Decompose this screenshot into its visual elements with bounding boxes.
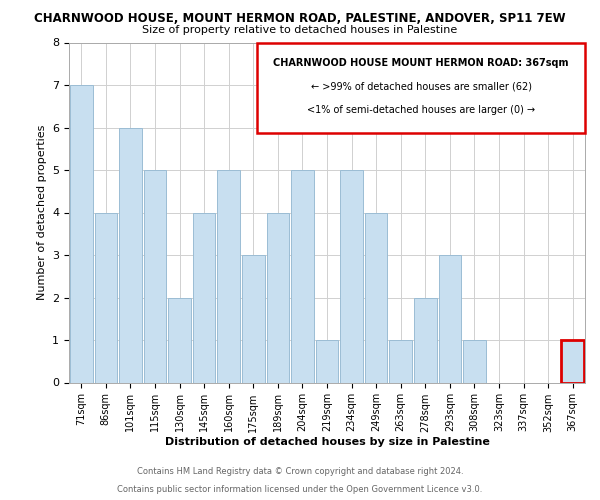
Bar — [168, 298, 191, 382]
Bar — [95, 212, 117, 382]
Bar — [217, 170, 240, 382]
Text: CHARNWOOD HOUSE MOUNT HERMON ROAD: 367sqm: CHARNWOOD HOUSE MOUNT HERMON ROAD: 367sq… — [274, 58, 569, 68]
Text: CHARNWOOD HOUSE, MOUNT HERMON ROAD, PALESTINE, ANDOVER, SP11 7EW: CHARNWOOD HOUSE, MOUNT HERMON ROAD, PALE… — [34, 12, 566, 26]
Bar — [439, 255, 461, 382]
Bar — [316, 340, 338, 382]
Bar — [242, 255, 265, 382]
Text: Contains HM Land Registry data © Crown copyright and database right 2024.: Contains HM Land Registry data © Crown c… — [137, 467, 463, 476]
Bar — [291, 170, 314, 382]
Y-axis label: Number of detached properties: Number of detached properties — [37, 125, 47, 300]
Bar — [340, 170, 363, 382]
Bar — [414, 298, 437, 382]
Bar — [389, 340, 412, 382]
Bar — [562, 340, 584, 382]
FancyBboxPatch shape — [257, 42, 585, 132]
Bar — [266, 212, 289, 382]
Bar — [70, 85, 92, 382]
X-axis label: Distribution of detached houses by size in Palestine: Distribution of detached houses by size … — [164, 437, 490, 447]
Bar — [463, 340, 486, 382]
Text: Contains public sector information licensed under the Open Government Licence v3: Contains public sector information licen… — [118, 485, 482, 494]
Bar — [193, 212, 215, 382]
Text: ← >99% of detached houses are smaller (62): ← >99% of detached houses are smaller (6… — [311, 82, 532, 92]
Text: Size of property relative to detached houses in Palestine: Size of property relative to detached ho… — [142, 25, 458, 35]
Bar — [119, 128, 142, 382]
Bar — [365, 212, 388, 382]
Text: <1% of semi-detached houses are larger (0) →: <1% of semi-detached houses are larger (… — [307, 106, 535, 116]
Bar — [143, 170, 166, 382]
